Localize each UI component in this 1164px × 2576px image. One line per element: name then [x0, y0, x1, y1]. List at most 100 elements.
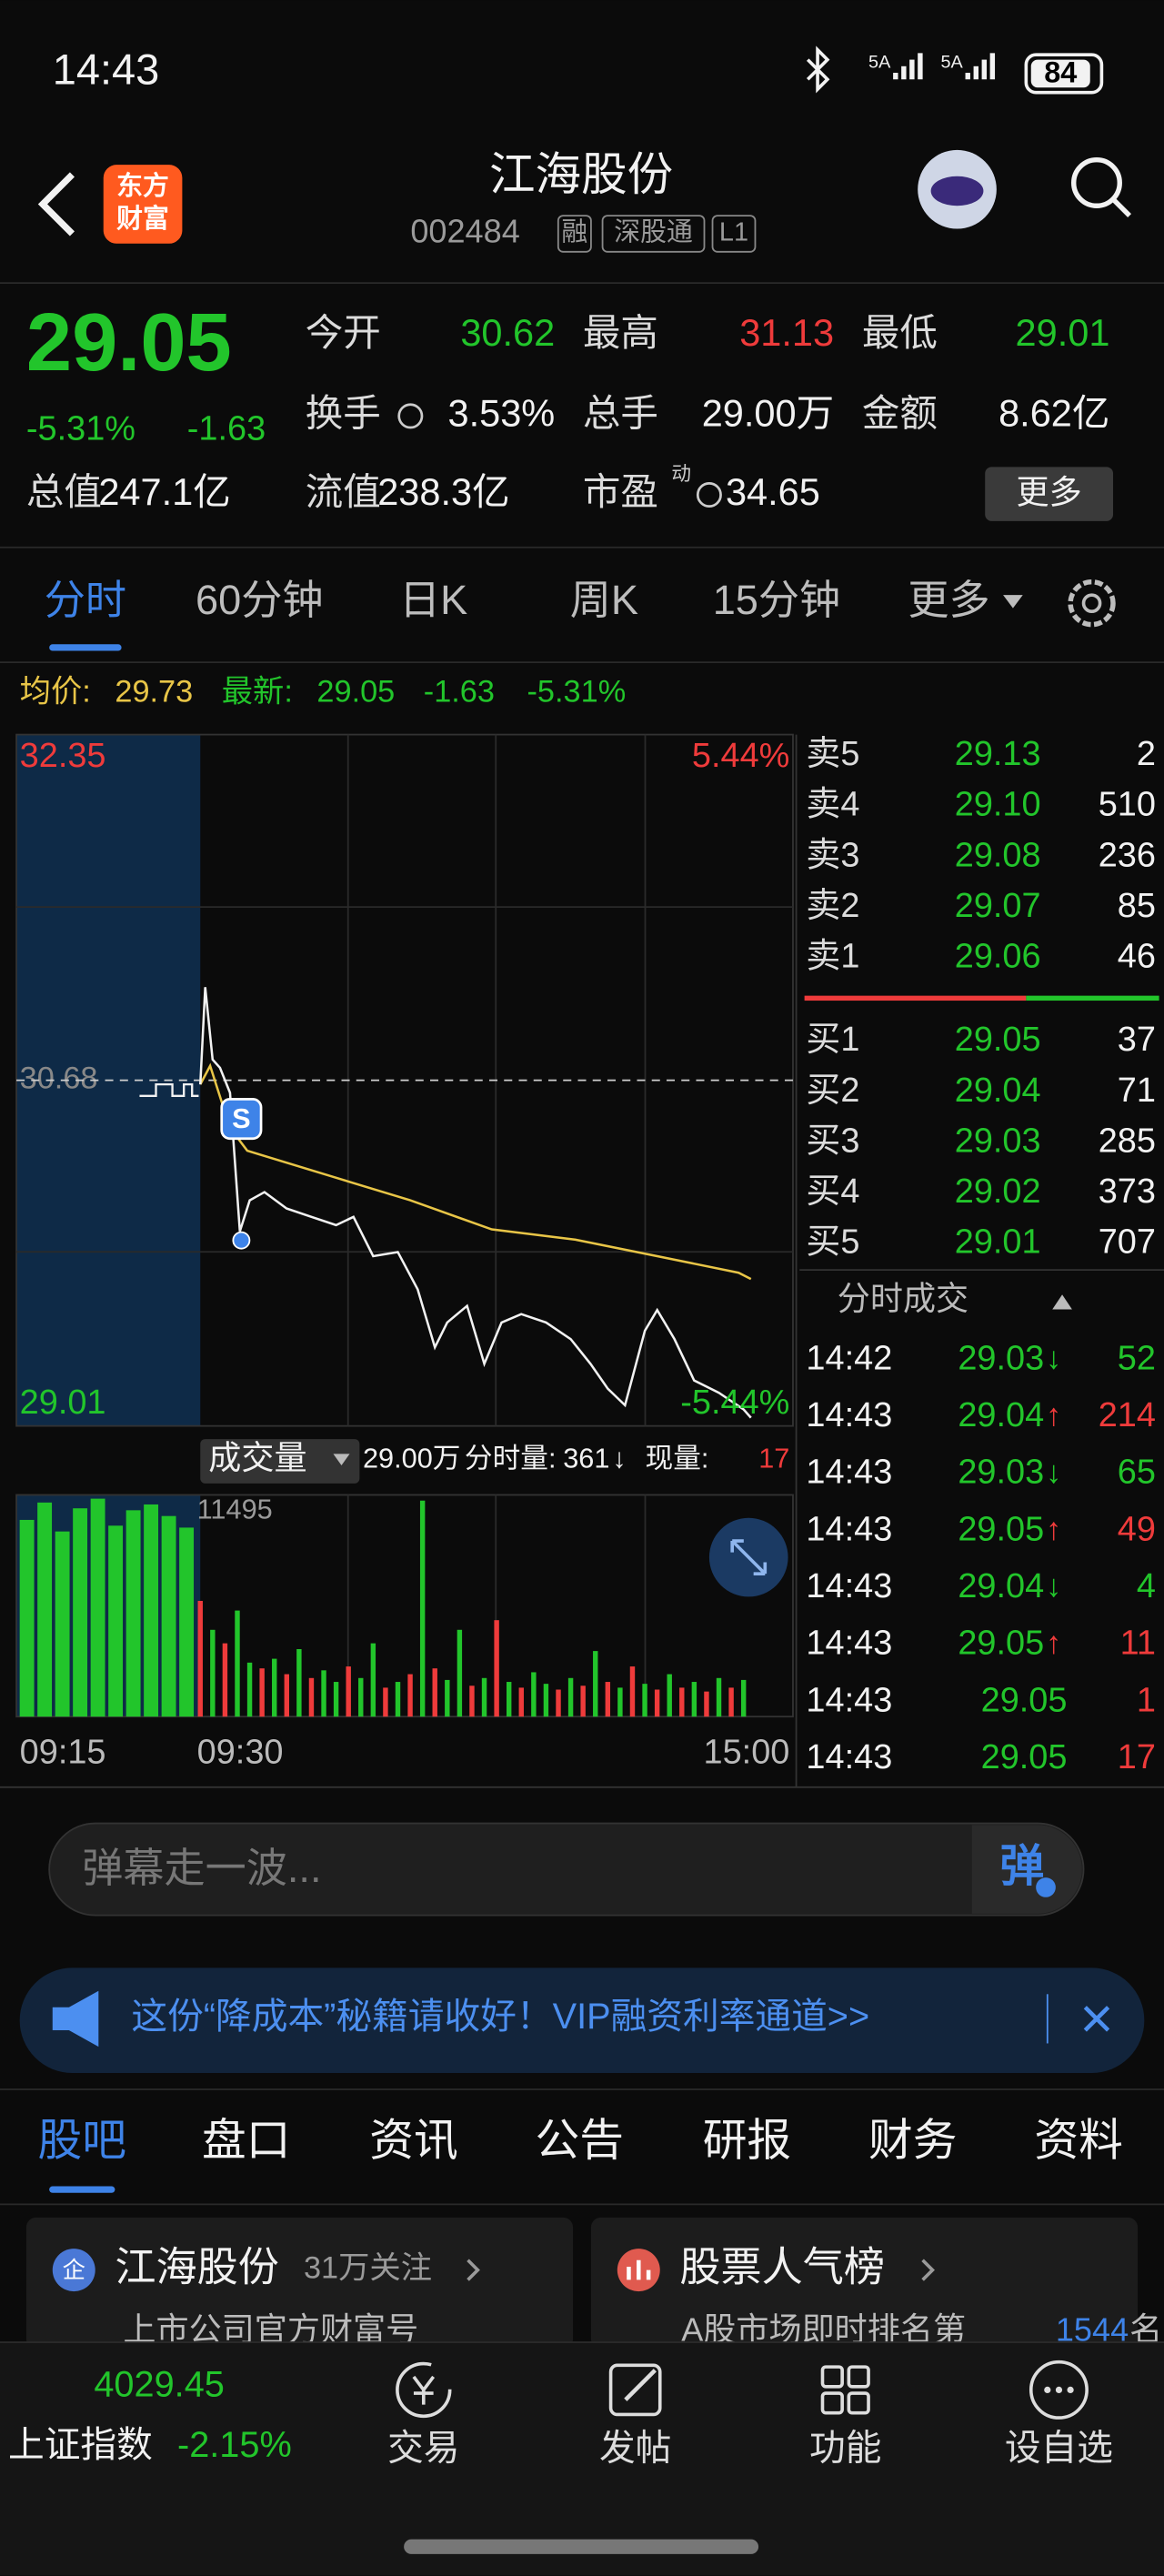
chart-tab[interactable]: 日K [399, 577, 467, 623]
volume-bar [419, 1500, 426, 1717]
section-tab[interactable]: 资讯 [369, 2116, 457, 2165]
nav-icon[interactable] [847, 2391, 870, 2415]
field-label: 市盈 [583, 470, 658, 513]
bid-volume: 71 [1118, 1072, 1156, 1110]
avg-label: 均价: [20, 675, 91, 709]
chart-tab[interactable]: 分时 [45, 577, 126, 623]
more-button[interactable] [985, 467, 1114, 521]
nav-label[interactable]: 发帖 [599, 2429, 671, 2469]
danmaku-input[interactable] [48, 1822, 1085, 1917]
bid-volume: 373 [1099, 1172, 1156, 1211]
pct-bottom-label: -5.44% [680, 1384, 789, 1422]
settings-icon[interactable] [1068, 579, 1116, 628]
volume-bar [210, 1629, 216, 1717]
trade-price: 29.05 [981, 1681, 1068, 1719]
latest-label: 最新: [222, 675, 293, 709]
signal-bar [981, 59, 988, 80]
section-tab[interactable]: 公告 [536, 2116, 624, 2165]
volume-bar [740, 1679, 747, 1717]
check-badge [1036, 1877, 1056, 1897]
nav-icon[interactable] [608, 2363, 662, 2417]
index-value[interactable]: 4029.45 [94, 2364, 225, 2404]
tag-box [601, 215, 706, 253]
trade-time: 14:43 [806, 1681, 892, 1719]
bid-price: 29.04 [955, 1072, 1041, 1110]
back-button[interactable] [37, 172, 75, 236]
volume-bar [494, 1620, 499, 1717]
nav-icon[interactable] [847, 2365, 870, 2389]
section-tab[interactable]: 资料 [1034, 2116, 1122, 2165]
info-icon [696, 482, 722, 508]
minute-volume: 361 [563, 1443, 609, 1474]
field-label: 金额 [862, 391, 938, 434]
nav-label[interactable]: 交易 [387, 2429, 459, 2469]
chart-tab[interactable]: 15分钟 [713, 577, 840, 623]
nav-icon[interactable] [820, 2365, 844, 2389]
volume-total: 29.00万 [363, 1443, 460, 1474]
volume-menu[interactable] [200, 1439, 360, 1484]
trade-time: 14:42 [806, 1339, 892, 1377]
volume-bar [333, 1682, 339, 1717]
danmaku-placeholder[interactable]: 弹幕走一波... [82, 1845, 321, 1891]
nav-icon[interactable] [396, 2361, 452, 2419]
card[interactable] [25, 2217, 574, 2350]
section-tab[interactable]: 财务 [868, 2116, 957, 2165]
card-meta: 31万关注 [304, 2251, 432, 2286]
banner[interactable] [19, 1967, 1145, 2073]
latest-value: -5.31% [527, 675, 627, 709]
dropdown-arrow [333, 1454, 350, 1465]
trade-volume: 49 [1118, 1510, 1156, 1548]
field-value: 30.62 [460, 311, 555, 354]
chevron [467, 2259, 480, 2281]
field-value: 247.1亿 [98, 470, 230, 513]
section-tab[interactable]: 盘口 [202, 2116, 290, 2165]
trade-marker [220, 1098, 263, 1141]
chart-tab[interactable]: 周K [570, 577, 638, 623]
card[interactable] [590, 2217, 1139, 2350]
megaphone-icon [52, 1990, 99, 2048]
field-value: 34.65 [726, 470, 820, 513]
volume-bar [296, 1648, 302, 1717]
change-percent: -5.31% [26, 410, 135, 448]
tag-box [711, 215, 757, 253]
volume-bar [593, 1651, 598, 1717]
nav-icon[interactable] [820, 2391, 844, 2415]
volume-bar [605, 1682, 611, 1717]
search-icon[interactable] [1070, 157, 1122, 208]
index-name[interactable]: 上证指数 [8, 2425, 153, 2465]
volume-bar [395, 1682, 401, 1717]
volume-bar [469, 1685, 475, 1717]
section-tab[interactable]: 股吧 [38, 2116, 126, 2165]
x-axis-label: 09:30 [197, 1734, 284, 1772]
banner-text[interactable]: 这份“降成本”秘籍请收好！VIP融资利率通道>> [131, 1997, 869, 2037]
section-tab[interactable]: 研报 [703, 2116, 791, 2165]
trade-direction: ↓ [1046, 1341, 1061, 1375]
volume-menu-label[interactable]: 成交量 [208, 1439, 306, 1476]
trade-time: 14:43 [806, 1454, 892, 1492]
field-label: 换手 [306, 391, 381, 434]
nav-label[interactable]: 设自选 [1005, 2429, 1113, 2469]
stock-name: 江海股份 [489, 148, 673, 200]
danmaku-button[interactable]: 弹 [999, 1842, 1044, 1891]
more-button-label[interactable]: 更多 [1017, 474, 1082, 511]
close-button[interactable] [1083, 2006, 1110, 2032]
last-price: 29.05 [26, 297, 232, 388]
trades-title: 分时成交 [838, 1280, 968, 1317]
chart-tab[interactable]: 更多 [908, 577, 989, 623]
bid-price: 29.03 [955, 1122, 1041, 1160]
pe-tag: 动 [671, 462, 691, 485]
trade-marker-label: S [232, 1102, 250, 1134]
index-change[interactable]: -2.15% [177, 2425, 292, 2465]
nav-icon[interactable] [1029, 2360, 1089, 2420]
nav-label[interactable]: 功能 [809, 2429, 881, 2469]
trade-volume: 52 [1118, 1339, 1156, 1377]
trade-volume: 11 [1120, 1625, 1156, 1663]
chart-tab[interactable]: 60分钟 [196, 577, 323, 623]
bottom-nav [0, 2342, 1164, 2576]
trade-time: 14:43 [806, 1567, 892, 1605]
signal-bar [965, 73, 970, 80]
ask-label: 卖1 [806, 937, 859, 975]
latest-value: 29.05 [316, 675, 395, 709]
stock-code: 002484 [410, 212, 519, 249]
info-icon [397, 403, 424, 429]
